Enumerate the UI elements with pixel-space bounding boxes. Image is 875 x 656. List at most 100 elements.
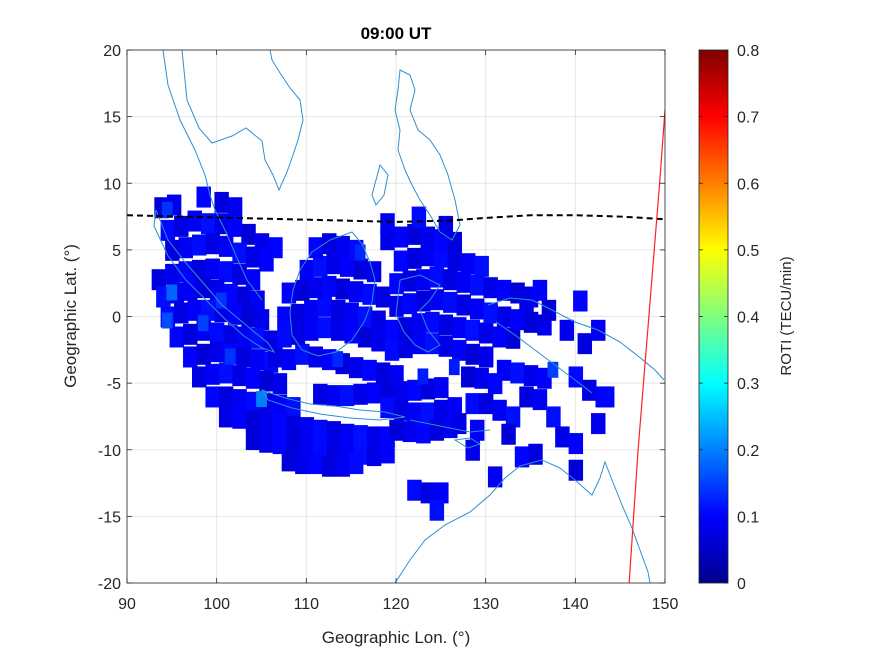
roti-cell — [290, 323, 306, 345]
roti-cell — [232, 365, 247, 387]
coastline-australia — [394, 459, 651, 583]
roti-cell — [223, 325, 238, 347]
roti-cell — [344, 302, 359, 324]
y-tick-label: -20 — [98, 576, 121, 593]
roti-cell — [339, 385, 355, 407]
roti-cell — [366, 382, 382, 404]
colorbar: 0 0.1 0.2 0.3 0.4 0.5 0.6 0.7 0.8 ROTI (TECU/min… — [698, 43, 795, 593]
roti-cell — [281, 450, 297, 472]
roti-cell — [380, 229, 395, 251]
roti-cell — [523, 311, 539, 333]
roti-cell — [295, 279, 310, 301]
roti-cell — [501, 423, 516, 445]
roti-cell — [402, 293, 418, 315]
roti-cell — [568, 433, 584, 455]
roti-cell — [591, 413, 606, 435]
roti-cell — [326, 421, 341, 443]
roti-cell — [407, 379, 422, 401]
roti-cell — [380, 213, 395, 235]
coastline-java — [260, 389, 406, 421]
roti-cell — [573, 290, 588, 312]
roti-cell — [250, 290, 265, 312]
colorbar-tick-label: 0.7 — [737, 110, 759, 127]
roti-cell — [236, 346, 252, 368]
y-tick-label: 10 — [103, 176, 121, 193]
roti-cell — [313, 419, 328, 441]
roti-cell — [272, 373, 288, 395]
roti-cell — [304, 319, 319, 341]
roti-cell — [496, 279, 512, 301]
roti-cell — [165, 239, 180, 261]
roti-cell — [510, 309, 525, 331]
roti-cell — [254, 309, 270, 331]
roti-cell — [218, 362, 234, 384]
roti-cell — [469, 274, 485, 296]
roti-cell — [232, 407, 247, 429]
roti-cell — [174, 302, 189, 324]
roti-cell — [357, 306, 373, 328]
roti-cell — [295, 343, 310, 365]
colorbar-label: ROTI (TECU/min) — [778, 256, 795, 375]
roti-cell — [429, 419, 445, 441]
roti-cell — [317, 295, 332, 317]
colorbar-tick-label: 0.1 — [737, 509, 759, 526]
x-tick-label: 150 — [652, 596, 679, 613]
roti-cell — [447, 231, 463, 253]
roti-cell — [187, 210, 202, 232]
roti-cell — [505, 327, 521, 349]
roti-cell — [286, 434, 301, 456]
roti-cell — [559, 319, 575, 341]
roti-cell — [218, 406, 234, 428]
roti-cell — [299, 437, 315, 459]
roti-cell — [209, 341, 225, 363]
roti-cell — [577, 333, 593, 355]
roti-cell — [375, 362, 391, 384]
roti-cell — [348, 453, 364, 475]
roti-cell — [478, 393, 494, 415]
roti-cell — [205, 363, 220, 385]
roti-cell — [469, 298, 485, 320]
roti-cell — [452, 317, 467, 339]
roti-cell — [465, 343, 480, 365]
roti-cell — [241, 306, 256, 328]
roti-cell — [402, 421, 418, 443]
x-tick-label: 110 — [294, 596, 320, 613]
coastline-sulawesi — [395, 274, 441, 353]
roti-cell — [434, 482, 449, 504]
roti-cell — [227, 303, 243, 325]
y-tick-label: 5 — [112, 243, 121, 260]
chart-title: 09:00 UT — [361, 24, 432, 43]
roti-cell — [519, 386, 534, 408]
coastline-new-guinea — [487, 297, 665, 394]
x-tick-label: 120 — [383, 596, 410, 613]
roti-cell — [546, 406, 561, 428]
roti-cell — [259, 250, 274, 272]
roti-cell — [510, 362, 525, 384]
roti-cell — [371, 310, 386, 332]
roti-cell — [326, 253, 341, 275]
roti-cell — [496, 306, 512, 328]
roti-cell — [568, 366, 584, 388]
coastline-mainland-asia — [162, 50, 304, 301]
roti-cell — [200, 213, 216, 235]
roti-cell — [281, 282, 297, 304]
roti-cell — [272, 433, 288, 455]
colorbar-tick-label: 0.4 — [737, 310, 759, 327]
y-tick-label: 0 — [112, 310, 121, 327]
roti-cell — [326, 439, 341, 461]
roti-cell — [183, 323, 198, 345]
roti-cell — [196, 343, 211, 365]
roti-cell — [286, 415, 301, 437]
roti-cell — [348, 357, 364, 379]
roti-cell — [411, 206, 427, 228]
roti-cell — [443, 269, 458, 291]
roti-cell — [227, 215, 243, 237]
roti-cell — [330, 319, 346, 341]
roti-cell — [223, 283, 238, 305]
roti-cell — [339, 423, 355, 445]
roti-cell — [344, 322, 359, 344]
roti-cell — [402, 270, 418, 292]
roti-cell — [438, 215, 454, 237]
roti-cell — [245, 367, 261, 389]
